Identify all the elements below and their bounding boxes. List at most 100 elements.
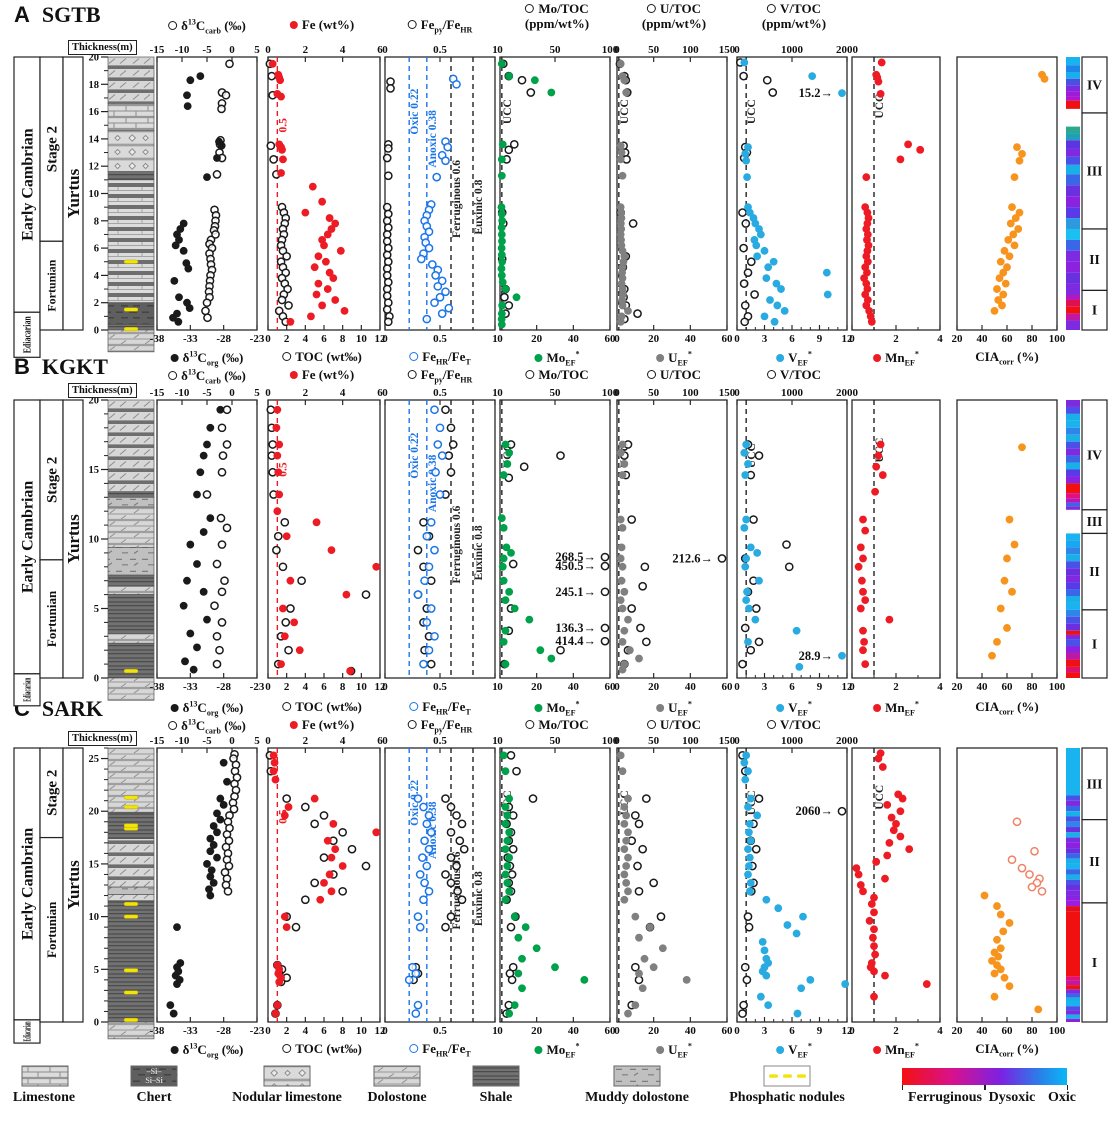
series-label: UEF* [656,1042,692,1060]
svg-text:0: 0 [614,333,620,345]
open-circle-icon [409,352,419,361]
svg-text:6: 6 [789,1025,795,1037]
svg-text:50: 50 [550,387,562,399]
svg-text:12: 12 [89,162,100,173]
svg-text:60: 60 [605,1025,617,1037]
legend-swatch-dolo [373,1065,421,1087]
open-circle-icon [282,1044,292,1053]
svg-text:0: 0 [382,681,388,693]
svg-text:2000: 2000 [836,44,859,56]
svg-text:12: 12 [842,1025,854,1037]
svg-text:15.2→: 15.2→ [799,86,833,100]
redox-gradient-tick [901,1085,903,1090]
svg-text:I: I [1092,955,1097,970]
filled-circle-icon [873,704,882,713]
svg-text:0: 0 [614,387,620,399]
data-points-fe [265,59,349,327]
svg-text:100: 100 [682,44,699,56]
svg-text:20: 20 [531,333,543,345]
svg-text:40: 40 [685,1025,697,1037]
svg-text:0: 0 [734,735,740,747]
svg-text:-5: -5 [202,387,212,399]
svg-text:Fortunian: Fortunian [44,590,59,647]
series-label: MoEF* [534,700,580,718]
svg-text:Euxinic 0.8: Euxinic 0.8 [473,525,485,580]
svg-text:4: 4 [303,1025,309,1037]
svg-text:40: 40 [685,333,697,345]
svg-text:0: 0 [734,681,740,693]
svg-text:0: 0 [382,1025,388,1037]
data-points-fespec [404,794,469,1018]
svg-text:UCC: UCC [502,99,514,124]
data-points-fe [265,751,381,1018]
svg-text:2060→: 2060→ [796,804,834,818]
svg-text:0: 0 [734,387,740,399]
panel-letter: B [14,354,30,379]
thickness-header-C: Thickness(m) [68,731,137,746]
plot-c13-panel-A: -15 -10 -5 0 5 -38 -33 -28 -23 [150,44,265,345]
filled-circle-icon [170,704,179,713]
svg-text:-10: -10 [175,735,190,747]
plot-cia-panel-B: 20 40 60 80 100 [952,399,1066,693]
svg-text:-38: -38 [150,333,165,345]
svg-text:14: 14 [89,134,100,145]
svg-text:245.1→: 245.1→ [555,585,596,599]
svg-text:60: 60 [1002,333,1014,345]
svg-text:Yurtus: Yurtus [64,168,83,218]
redox-label: Dysoxic [988,1090,1036,1105]
svg-text:1000: 1000 [781,387,804,399]
panel-site: SGTB [41,2,101,27]
svg-text:100: 100 [682,387,699,399]
svg-text:100: 100 [1049,333,1066,345]
open-circle-icon [407,370,417,379]
series-label: CIAcorr (%) [975,349,1039,367]
svg-text:0: 0 [734,44,740,56]
plot-mn-panel-A: 0 2 4 UCC [849,56,943,345]
svg-text:4: 4 [303,333,309,345]
series-label: MoEF* [534,350,580,368]
series-label: TOC (wt‰) [282,699,362,715]
svg-text:15: 15 [89,859,100,870]
data-points-mn [854,440,894,668]
svg-text:2000: 2000 [836,735,859,747]
svg-text:Ferruginous 0.6: Ferruginous 0.6 [451,160,463,238]
svg-text:2: 2 [284,1025,290,1037]
filled-circle-icon [534,354,543,363]
svg-text:Early Cambrian: Early Cambrian [20,481,37,594]
series-label: Mo/TOC [525,717,589,733]
svg-text:-5: -5 [202,44,212,56]
svg-text:0: 0 [229,387,235,399]
svg-text:8: 8 [94,216,99,227]
svg-text:2: 2 [893,1025,899,1037]
svg-text:5: 5 [254,735,260,747]
data-points-fespec [413,405,458,669]
open-circle-icon [767,370,777,379]
svg-text:0: 0 [265,1025,271,1037]
plot-fe-panel-B: 0 2 4 60 2 4 6 8 10 120.5 [265,387,386,693]
series-label: MnEF* [873,350,919,368]
data-points-mn [860,58,925,326]
plot-c13-panel-B: -15 -10 -5 0 5 -38 -33 -28 -23 [150,387,265,693]
svg-text:I: I [1092,303,1097,318]
data-points-mo [497,59,556,329]
svg-text:-28: -28 [216,681,231,693]
svg-text:II: II [1089,252,1100,267]
svg-text:12: 12 [842,333,854,345]
svg-text:III: III [1087,776,1103,791]
open-circle-icon [767,720,777,729]
open-circle-icon [168,21,178,31]
svg-text:20: 20 [89,53,100,64]
svg-text:0: 0 [497,387,503,399]
strat-column-panel-C: Early Cambrian Ediacarian Stage 2 Fortunian… [13,747,155,1044]
redox-label: Oxic [1048,1090,1076,1105]
svg-text:2: 2 [893,333,899,345]
svg-text:-28: -28 [216,1025,231,1037]
svg-text:20: 20 [648,1025,660,1037]
series-label: δ13Corg (‰) [170,350,243,368]
svg-text:6: 6 [789,333,795,345]
filled-circle-icon [289,371,298,379]
svg-text:40: 40 [568,333,580,345]
data-points-u [616,440,651,674]
